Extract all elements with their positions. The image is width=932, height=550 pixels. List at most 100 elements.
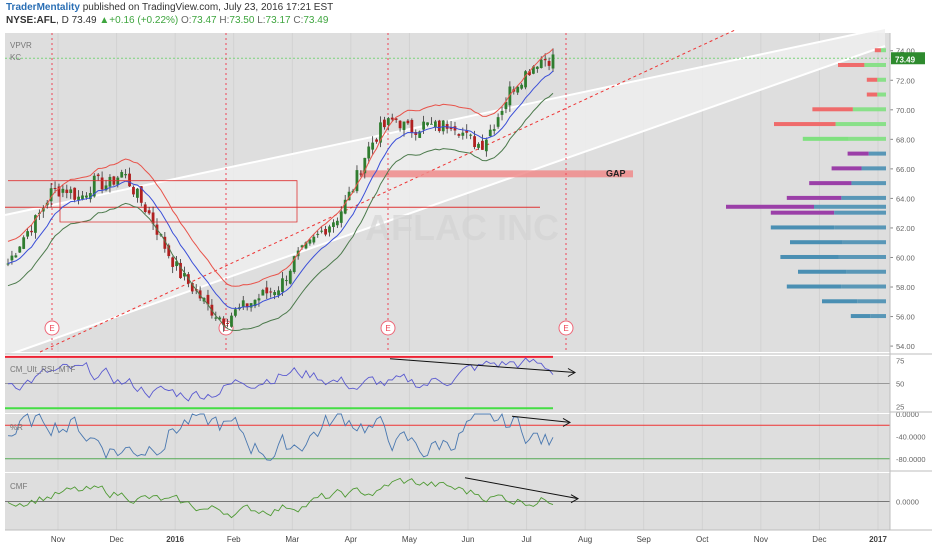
y-tick-label: 72.00 [896,76,915,85]
candle-body [422,121,426,130]
candle-body [316,233,320,235]
wr-line [7,412,554,461]
vpvr-bar-right [838,254,886,259]
vpvr-bar-right [864,62,886,67]
vpvr-bar-left [780,254,839,259]
vpvr-bar-right [880,48,886,53]
candle-body [269,291,273,293]
open-label: O: [181,15,192,26]
wr-pane-title: %R [10,423,23,432]
candle-body [539,59,543,69]
candle-body [49,188,53,202]
y-tick-label: -40.0000 [896,432,926,441]
candle-body [339,211,343,223]
last-price: 73.49 [71,15,97,26]
vpvr-bar-left [786,195,842,200]
candle-body [488,129,492,137]
symbol-line: NYSE:AFL, D 73.49 ▲+0.16 (+0.22%) O:73.4… [6,15,329,26]
candle-body [492,129,496,131]
candle-body [379,122,382,143]
candle-body [418,131,422,138]
candle-body [34,215,37,233]
candle-body [230,315,233,327]
candle-body [132,186,135,195]
candle-body [410,119,414,134]
candle-body [390,117,394,120]
candle-body [484,139,488,152]
x-tick-label: Sep [637,535,652,544]
value-area-box [8,180,298,223]
gap-zone [360,170,633,178]
vpvr-bar-left [798,269,847,274]
candle-body [433,121,437,128]
vpvr-bar-right [870,314,886,319]
candle-body [234,309,237,316]
change: +0.16 (+0.22%) [109,15,179,26]
vpvr-bar-left [802,136,849,141]
x-tick-label: Nov [51,535,65,544]
channel-lower-line [4,45,886,357]
x-tick-label: Jul [521,535,531,544]
vpvr-bar-left [770,210,835,215]
y-tick-label: 60.00 [896,253,915,262]
candle-body [500,110,504,115]
close-value: 73.49 [303,15,329,26]
candle-body [473,136,476,148]
vpvr-bar-left [866,77,878,82]
candle-body [355,170,359,192]
candle-body [551,54,555,69]
divergence-arrow [464,477,579,500]
candle-body [402,121,406,131]
candle-body [481,140,484,150]
candle-body [324,228,327,235]
high-value: 73.50 [229,15,255,26]
y-tick-label: 64.00 [896,194,915,203]
candle-body [288,270,292,284]
watermark-text: AFLAC INC [365,207,559,248]
candle-body [277,290,280,296]
y-tick-label: 70.00 [896,106,915,115]
vpvr-bar-right [851,181,886,186]
candle-body [453,126,457,131]
last-price-tag-label: 73.49 [895,55,916,64]
up-triangle-icon: ▲ [99,15,110,26]
arrow-head [567,368,577,377]
candle-body [406,120,410,124]
candle-body [171,257,175,267]
candle-body [22,237,26,249]
candle-body [241,300,245,307]
vpvr-bar-left [774,122,836,127]
x-tick-label: Dec [109,535,123,544]
candle-body [218,317,222,320]
candle-body [249,303,253,308]
earnings-marker-label: E [49,324,54,333]
candle-body [81,195,84,200]
keltner-upper [7,48,554,287]
vpvr-bar-left [874,48,881,53]
candle-body [449,127,453,130]
candle-body [92,175,96,197]
candle-body [10,255,14,261]
vpvr-bar-right [842,240,886,245]
price-axis-bg [890,33,932,530]
candle-body [253,299,257,307]
symbol[interactable]: NYSE:AFL [6,15,56,26]
x-tick-label: Jun [462,535,475,544]
last-price-tag [891,52,925,65]
candle-body [190,283,194,292]
y-tick-label: 66.00 [896,165,915,174]
candle-body [85,195,88,198]
candle-body [245,303,249,308]
high-label: H: [219,15,230,26]
candle-body [300,245,304,248]
publisher-name[interactable]: TraderMentality [6,2,80,13]
candle-body [128,173,131,187]
candle-body [371,142,375,150]
candle-body [437,120,441,132]
vpvr-bar-left [838,62,865,67]
candle-body [430,123,433,125]
candle-body [520,84,524,89]
vpvr-bar-left [726,204,814,209]
y-tick-label: 56.00 [896,313,915,322]
